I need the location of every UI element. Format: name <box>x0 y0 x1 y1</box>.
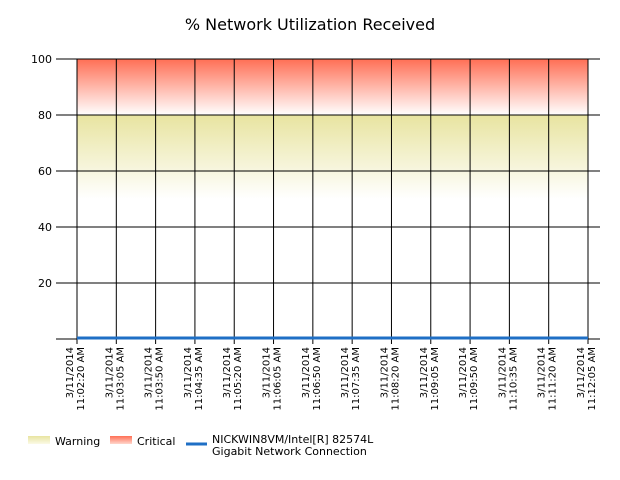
x-tick-time: 11:04:35 AM <box>194 347 205 411</box>
x-tick-date: 3/11/2014 <box>222 347 233 398</box>
warning-band <box>77 115 588 199</box>
x-tick-date: 3/11/2014 <box>104 347 115 398</box>
x-tick-time: 11:05:20 AM <box>233 347 244 411</box>
grid <box>62 58 600 339</box>
legend-label-warning: Warning <box>55 435 100 448</box>
x-tick-time: 11:11:20 AM <box>548 347 559 411</box>
x-tick-time: 11:09:05 AM <box>430 347 441 411</box>
y-tick-label: 60 <box>38 165 52 178</box>
x-tick-date: 3/11/2014 <box>458 347 469 398</box>
x-tick-date: 3/11/2014 <box>576 347 587 398</box>
x-tick-time: 11:10:35 AM <box>508 347 519 411</box>
x-tick-time: 11:12:05 AM <box>587 347 598 411</box>
x-tick-label: 3/11/2014 11:03:50 AM <box>144 347 166 411</box>
y-tick-labels: 20 40 60 80 100 <box>31 53 52 290</box>
x-tick-label: 3/11/2014 11:02:20 AM <box>65 347 87 411</box>
x-tick-label: 3/11/2014 11:06:50 AM <box>301 347 323 411</box>
legend-label-series-line1: NICKWIN8VM/Intel[R] 82574L <box>212 433 374 446</box>
x-tick-time: 11:06:05 AM <box>273 347 284 411</box>
legend: Warning Critical NICKWIN8VM/Intel[R] 82574… <box>28 433 374 458</box>
x-tick-label: 3/11/2014 11:08:20 AM <box>379 347 401 411</box>
x-tick-time: 11:06:50 AM <box>312 347 323 411</box>
x-tick-time: 11:07:35 AM <box>351 347 362 411</box>
x-tick-time: 11:03:05 AM <box>115 347 126 411</box>
x-tick-date: 3/11/2014 <box>537 347 548 398</box>
x-tick-date: 3/11/2014 <box>183 347 194 398</box>
x-tick-date: 3/11/2014 <box>144 347 155 398</box>
legend-swatch-critical <box>110 436 132 444</box>
x-tick-label: 3/11/2014 11:06:05 AM <box>262 347 284 411</box>
x-tick-time: 11:09:50 AM <box>469 347 480 411</box>
x-tick-label: 3/11/2014 11:03:05 AM <box>104 347 126 411</box>
x-tick-label: 3/11/2014 11:11:20 AM <box>537 347 559 411</box>
x-tick-date: 3/11/2014 <box>340 347 351 398</box>
x-tick-date: 3/11/2014 <box>419 347 430 398</box>
legend-label-critical: Critical <box>137 435 175 448</box>
x-tick-date: 3/11/2014 <box>497 347 508 398</box>
chart-title: % Network Utilization Received <box>185 15 435 34</box>
threshold-bands <box>77 59 588 199</box>
x-tick-date: 3/11/2014 <box>262 347 273 398</box>
y-tick-label: 100 <box>31 53 52 66</box>
x-tick-label: 3/11/2014 11:07:35 AM <box>340 347 362 411</box>
x-tick-label: 3/11/2014 11:10:35 AM <box>497 347 519 411</box>
x-tick-date: 3/11/2014 <box>379 347 390 398</box>
x-tick-label: 3/11/2014 11:09:50 AM <box>458 347 480 411</box>
x-tick-time: 11:08:20 AM <box>390 347 401 411</box>
x-tick-time: 11:03:50 AM <box>155 347 166 411</box>
x-tick-label: 3/11/2014 11:09:05 AM <box>419 347 441 411</box>
legend-label-series-line2: Gigabit Network Connection <box>212 445 367 458</box>
y-tick-label: 40 <box>38 221 52 234</box>
y-tick-label: 20 <box>38 277 52 290</box>
x-tick-label: 3/11/2014 11:05:20 AM <box>222 347 244 411</box>
x-tick-time: 11:02:20 AM <box>76 347 87 411</box>
x-tick-label: 3/11/2014 11:04:35 AM <box>183 347 205 411</box>
x-tick-labels: 3/11/2014 11:02:20 AM 3/11/2014 11:03:05 AM… <box>65 347 598 411</box>
y-tick-label: 80 <box>38 109 52 122</box>
critical-band <box>77 59 588 115</box>
x-tick-date: 3/11/2014 <box>301 347 312 398</box>
x-tick-label: 3/11/2014 11:12:05 AM <box>576 347 598 411</box>
legend-swatch-warning <box>28 436 50 444</box>
x-tick-date: 3/11/2014 <box>65 347 76 398</box>
